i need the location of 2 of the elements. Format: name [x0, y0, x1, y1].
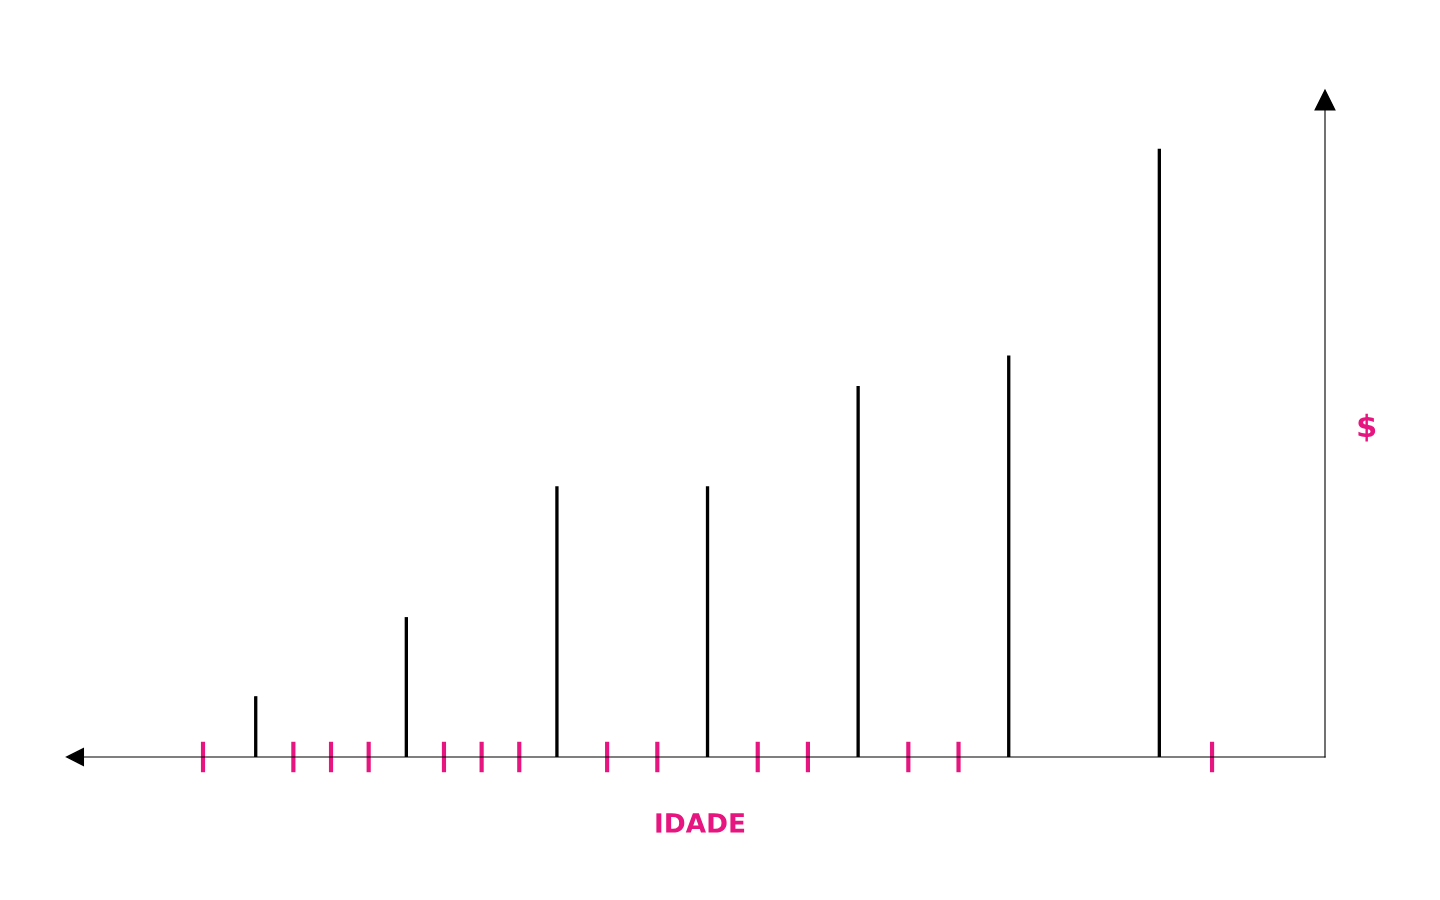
- x-axis-title: IDADE: [656, 813, 745, 833]
- y-axis-title: $: [1358, 413, 1376, 442]
